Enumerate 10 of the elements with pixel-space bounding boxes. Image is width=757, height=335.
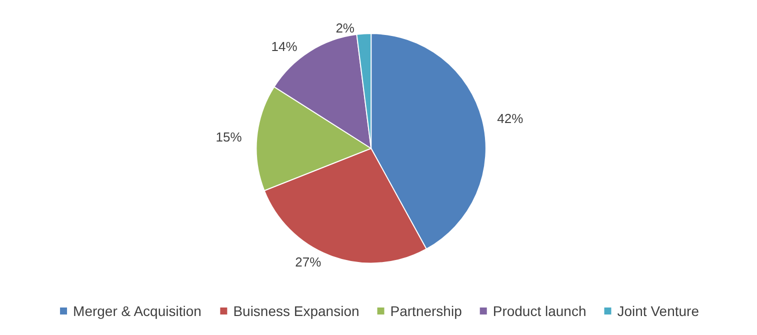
legend-label: Joint Venture <box>617 303 700 319</box>
legend-label: Product launch <box>492 303 586 319</box>
legend-label: Buisness Expansion <box>233 303 360 319</box>
legend-label: Merger & Acquisition <box>73 303 202 319</box>
legend-label: Partnership <box>390 303 462 319</box>
data-label: 15% <box>216 129 242 144</box>
data-label: 2% <box>336 20 355 36</box>
data-label: 42% <box>497 110 524 126</box>
data-label: 14% <box>271 38 298 54</box>
data-label: 27% <box>295 254 322 270</box>
